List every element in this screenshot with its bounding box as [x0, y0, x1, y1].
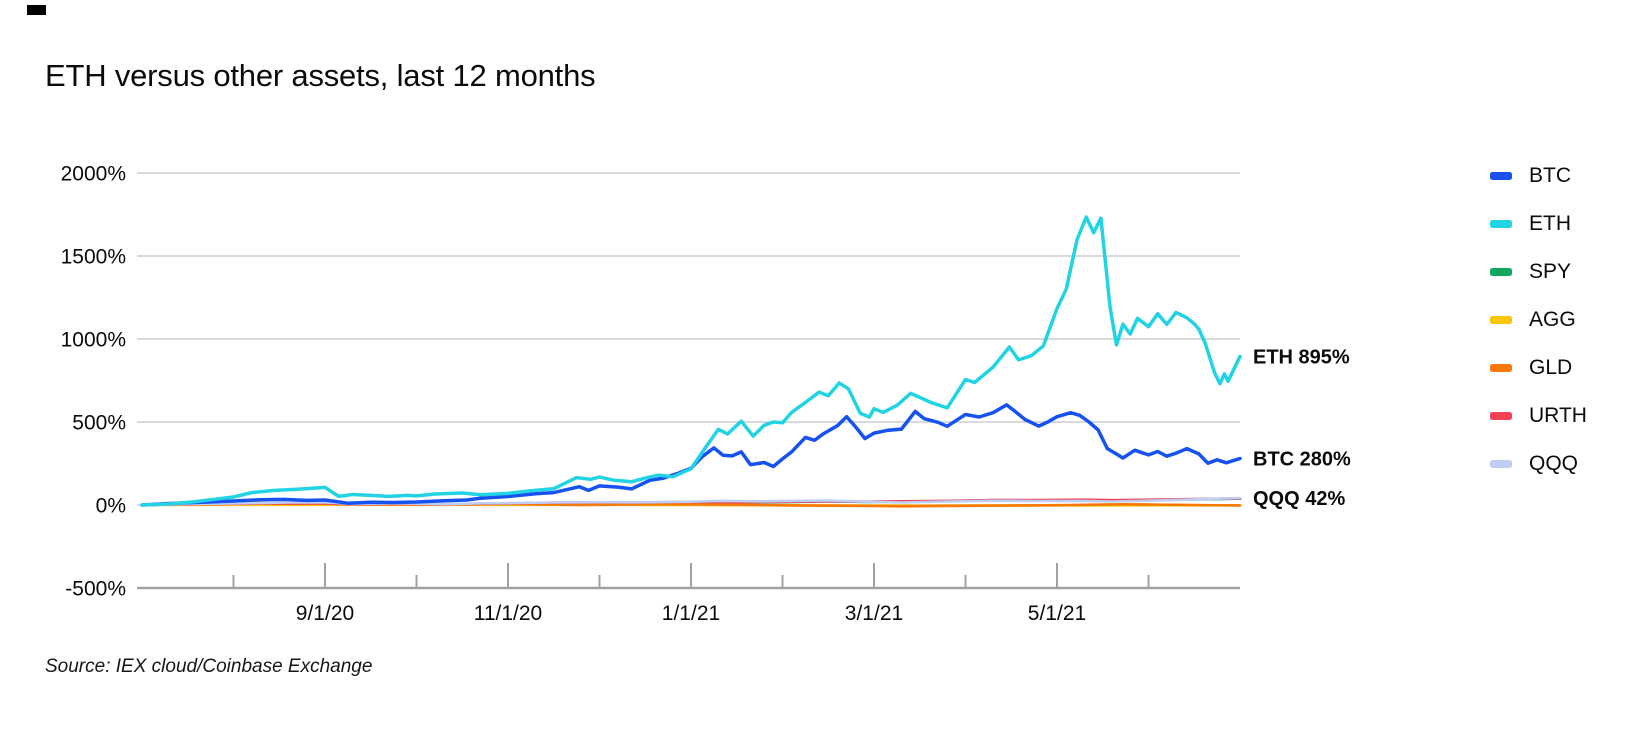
eth-line: [140, 215, 1242, 507]
y-tick-label: 2000%: [61, 163, 126, 186]
x-tick-label: 11/1/20: [474, 602, 543, 625]
y-tick-label: 500%: [72, 412, 126, 435]
legend-item-urth: URTH: [1490, 392, 1587, 440]
legend-label: GLD: [1529, 356, 1573, 379]
annotation-qqq: QQQ 42%: [1253, 488, 1345, 510]
x-tick-label: 5/1/21: [1028, 602, 1086, 625]
qqq-swatch-icon: [1490, 460, 1512, 468]
legend-label: BTC: [1529, 164, 1571, 187]
legend-label: URTH: [1529, 404, 1587, 427]
legend: BTC ETH SPY AGG GLD URTH QQQ: [1490, 152, 1587, 488]
legend-item-eth: ETH: [1490, 200, 1587, 248]
annotation-btc: BTC 280%: [1253, 449, 1351, 471]
x-tick-label: 9/1/20: [296, 602, 354, 625]
y-tick-label: 1500%: [61, 246, 126, 269]
legend-label: QQQ: [1529, 452, 1579, 475]
gld-swatch-icon: [1490, 364, 1512, 372]
legend-item-qqq: QQQ: [1490, 440, 1587, 488]
legend-item-agg: AGG: [1490, 296, 1587, 344]
source-note: Source: IEX cloud/Coinbase Exchange: [45, 656, 373, 677]
annotation-eth: ETH 895%: [1253, 346, 1350, 368]
y-tick-label: 0%: [96, 495, 126, 518]
chart-title: ETH versus other assets, last 12 months: [45, 58, 596, 93]
legend-label: ETH: [1529, 212, 1571, 235]
spy-swatch-icon: [1490, 268, 1512, 276]
legend-label: SPY: [1529, 260, 1572, 283]
corner-dash-mark: [27, 5, 46, 15]
agg-swatch-icon: [1490, 316, 1512, 324]
eth-swatch-icon: [1490, 220, 1512, 228]
legend-item-spy: SPY: [1490, 248, 1587, 296]
x-tick-label: 1/1/21: [662, 602, 720, 625]
y-tick-label: 1000%: [61, 329, 126, 352]
x-tick-label: 3/1/21: [845, 602, 903, 625]
btc-line: [140, 403, 1242, 507]
legend-item-gld: GLD: [1490, 344, 1587, 392]
legend-item-btc: BTC: [1490, 152, 1587, 200]
urth-swatch-icon: [1490, 412, 1512, 420]
y-tick-label: -500%: [65, 578, 126, 601]
legend-label: AGG: [1529, 308, 1576, 331]
btc-swatch-icon: [1490, 172, 1512, 180]
